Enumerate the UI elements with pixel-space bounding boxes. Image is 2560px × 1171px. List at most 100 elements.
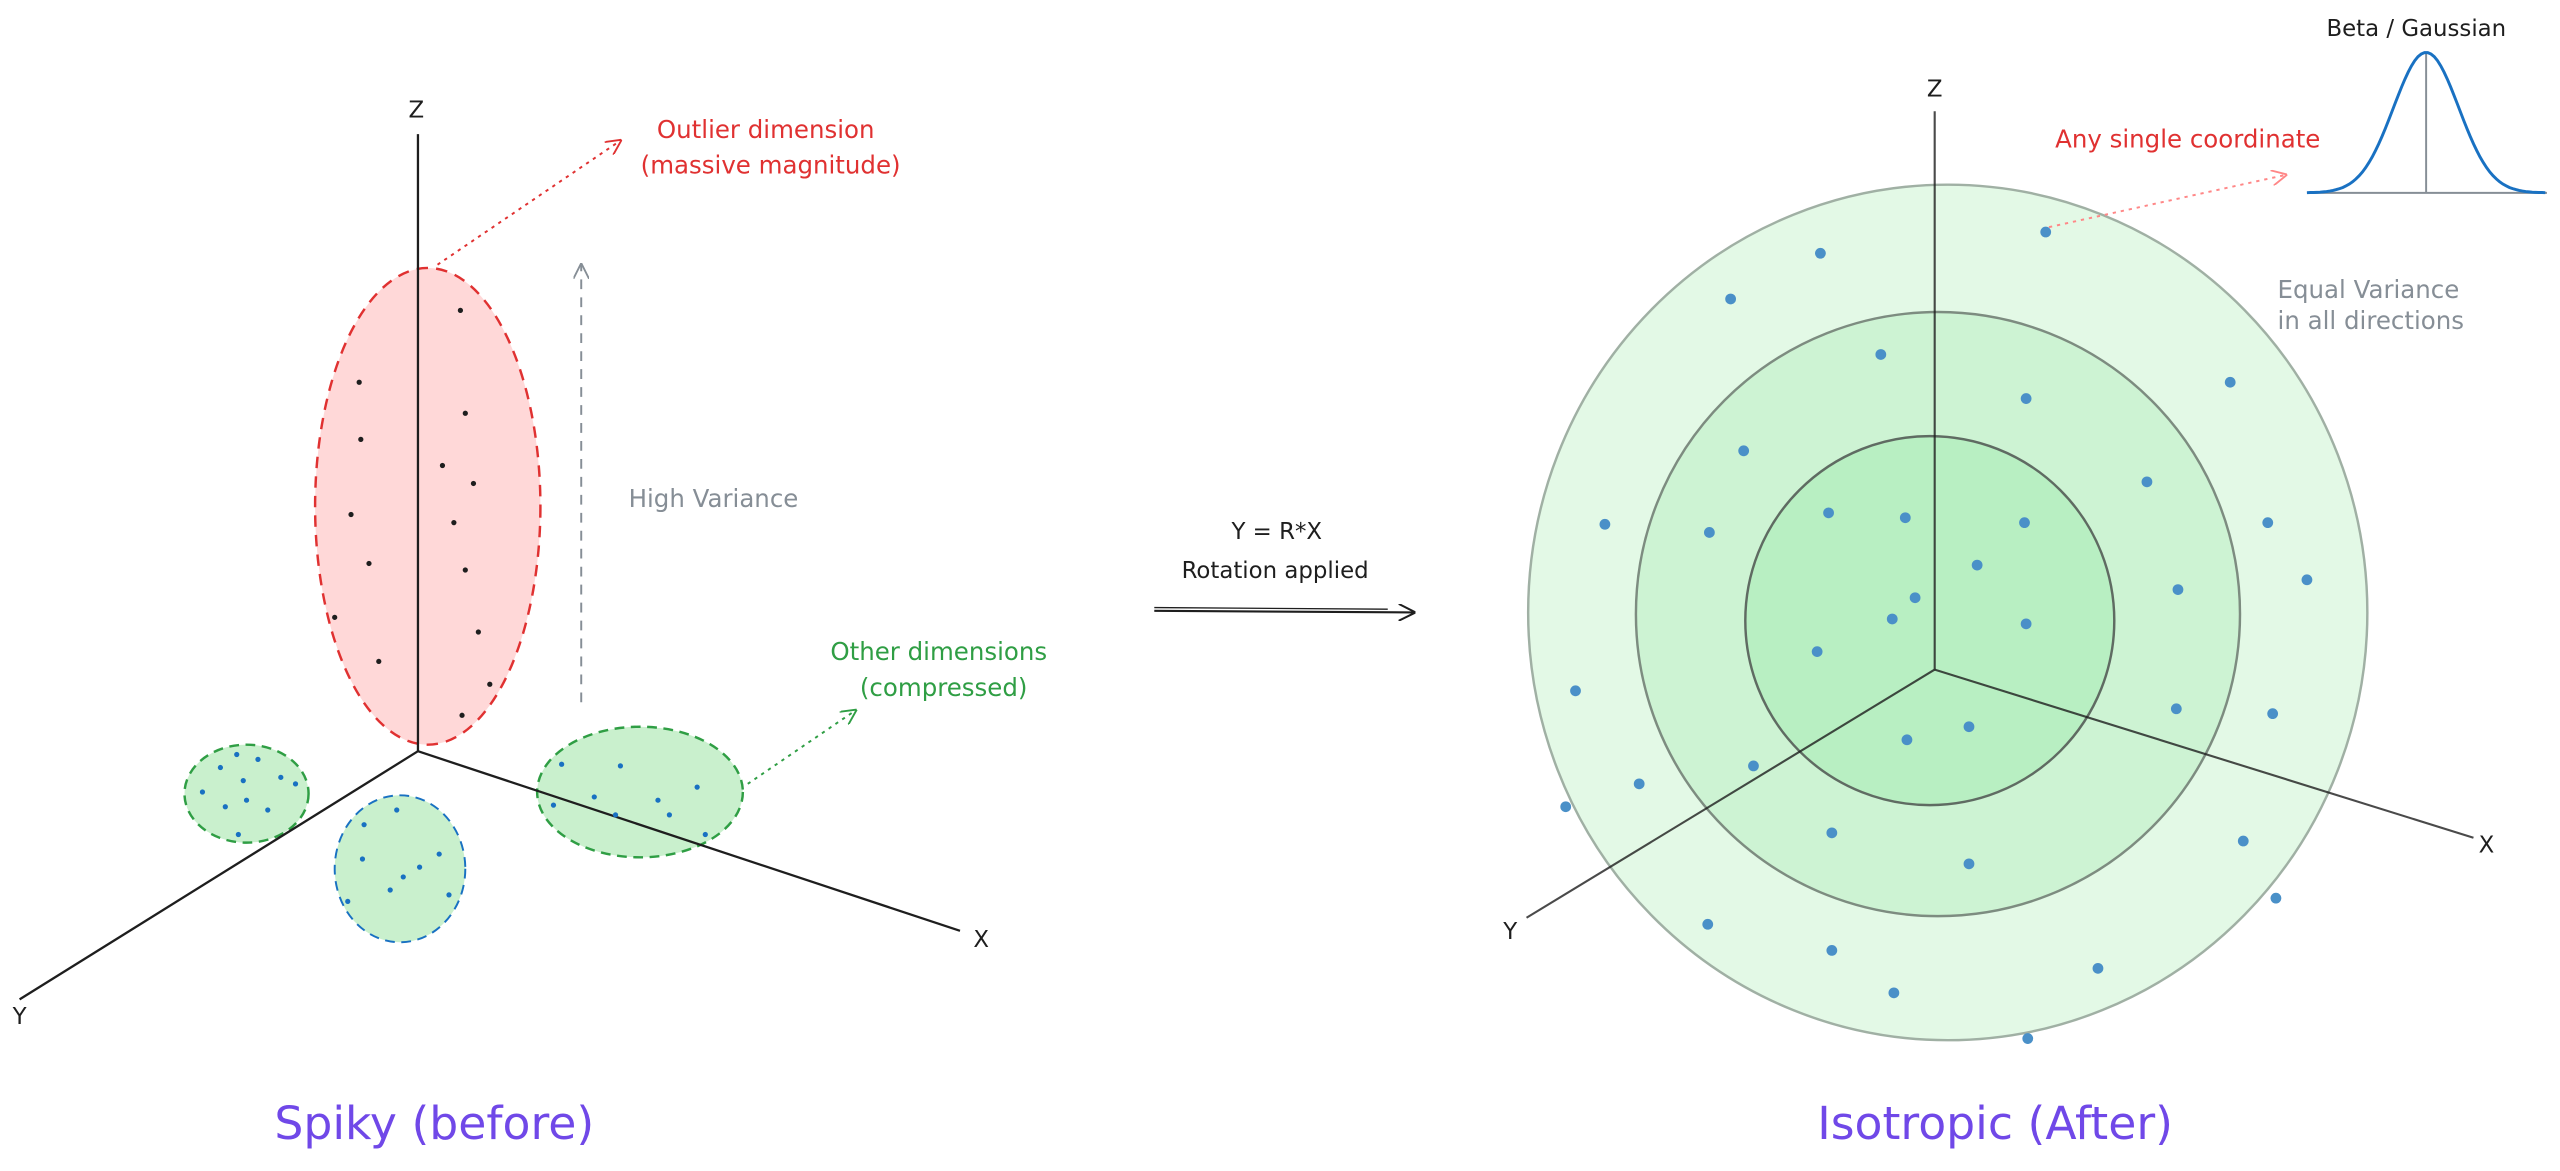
point (451, 520, 457, 526)
annotation: Other dimensions (830, 637, 1047, 666)
point (356, 379, 362, 385)
x-axis (417, 750, 961, 932)
point (1560, 801, 1572, 813)
point (1963, 858, 1975, 870)
point (1702, 918, 1714, 930)
point (358, 436, 364, 442)
point (387, 887, 393, 893)
point (416, 864, 423, 870)
point (1599, 518, 1611, 530)
annotation: Outlier dimension (657, 115, 875, 144)
point (459, 712, 465, 718)
point (2170, 703, 2182, 715)
point (1886, 613, 1898, 625)
point (1888, 987, 1900, 999)
point (400, 874, 406, 880)
point (2020, 618, 2032, 630)
point (1826, 945, 1838, 956)
point (361, 822, 367, 828)
point (2020, 393, 2032, 404)
point (292, 781, 299, 787)
point (1826, 827, 1838, 839)
point (487, 681, 493, 687)
axis-label: X (973, 927, 989, 953)
outlier-cluster (313, 266, 542, 746)
point (550, 802, 557, 808)
point (2019, 517, 2030, 529)
point (1738, 445, 1750, 457)
point (1875, 349, 1887, 360)
right-panel: Z X Y Any single coordinate Equal Varian… (1502, 16, 2547, 1150)
point (2262, 517, 2274, 529)
y-axis (18, 750, 419, 1001)
cluster (535, 725, 745, 859)
annotation: (massive magnitude) (641, 151, 901, 180)
cluster (183, 743, 310, 844)
point (2267, 708, 2279, 720)
annotation: Equal Variance (2278, 275, 2460, 304)
point (1748, 760, 1759, 772)
arrow (747, 710, 856, 785)
points (1560, 226, 2313, 1044)
ring (1744, 434, 2116, 807)
point (345, 898, 351, 905)
point (348, 511, 354, 518)
points (199, 307, 708, 905)
point (2301, 574, 2313, 586)
point (2224, 376, 2236, 388)
point (462, 567, 468, 573)
axis-label: Y (12, 1004, 27, 1030)
transform: Y = R*X Rotation applied (1154, 519, 1414, 613)
point (366, 560, 372, 567)
x-axis (1934, 668, 2474, 839)
point (265, 807, 271, 813)
left-panel: Z X Y Outlier dimension (massive magnitu… (12, 98, 1048, 1151)
point (591, 794, 597, 800)
point (462, 410, 468, 416)
distribution-curve (2306, 51, 2546, 195)
point (2092, 962, 2104, 974)
point (617, 763, 624, 769)
point (2237, 835, 2249, 847)
axis-label: Z (408, 98, 424, 124)
point (376, 658, 382, 665)
point (1899, 512, 1911, 524)
point (1971, 559, 1983, 571)
point (2141, 476, 2153, 488)
point (394, 807, 400, 813)
point (1901, 734, 1913, 746)
axis-label: Y (1502, 919, 1517, 945)
point (439, 462, 446, 469)
point (694, 784, 700, 790)
point (655, 797, 661, 803)
point (436, 851, 442, 857)
point (1633, 778, 1645, 790)
point (359, 856, 366, 862)
arrow (1154, 611, 1414, 613)
panel-title: Spiky (before) (274, 1097, 594, 1150)
point (2022, 1033, 2034, 1044)
point (1703, 527, 1715, 538)
arrow (437, 141, 621, 266)
point (470, 480, 477, 487)
point (559, 761, 565, 767)
point (1725, 293, 1736, 305)
point (222, 804, 228, 810)
y-axis (1525, 668, 1936, 919)
point (612, 812, 619, 818)
point (332, 614, 338, 620)
point (1909, 592, 1921, 604)
point (255, 756, 261, 762)
point (235, 831, 241, 838)
point (243, 797, 250, 803)
point (702, 831, 708, 838)
axis-label: Z (1927, 76, 1943, 102)
point (1963, 721, 1975, 733)
point (1570, 685, 1581, 697)
equation: Y = R*X (1230, 519, 1322, 545)
point (446, 892, 452, 898)
annotation: (compressed) (860, 673, 1028, 702)
point (217, 764, 224, 771)
